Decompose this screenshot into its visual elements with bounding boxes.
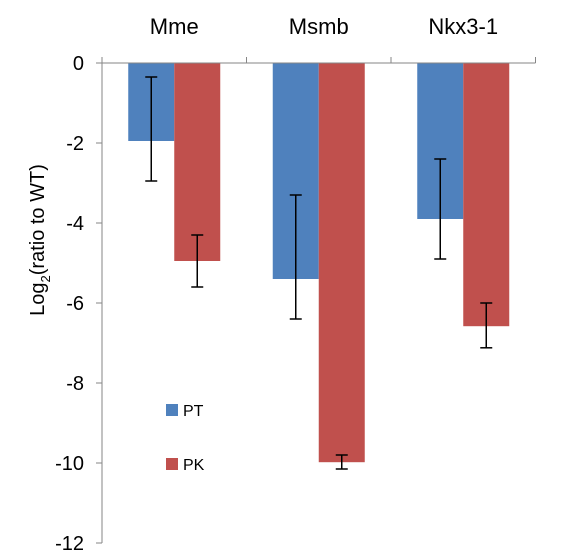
svg-text:Log2(ratio to WT): Log2(ratio to WT) <box>27 164 53 316</box>
y-tick-label: -8 <box>66 373 84 395</box>
legend-label: PT <box>183 403 204 420</box>
y-tick-label: -4 <box>66 213 84 235</box>
y-axis: 0 -2 -4 -6 -8 -10 -12 <box>55 53 103 555</box>
category-label: Nkx3-1 <box>428 14 498 39</box>
y-tick-label: -2 <box>66 133 84 155</box>
category-label: Msmb <box>289 14 349 39</box>
legend-swatch <box>166 458 178 470</box>
legend-label: PK <box>183 457 205 474</box>
legend: PT PK <box>166 403 205 474</box>
bar-pk <box>463 63 510 327</box>
bars-group <box>128 63 510 470</box>
y-axis-title-prefix: Log <box>27 282 49 315</box>
y-tick-label: -10 <box>55 453 84 475</box>
category-label: Mme <box>150 14 199 39</box>
bar-pk <box>318 63 365 463</box>
legend-swatch <box>166 404 178 416</box>
y-tick-label: 0 <box>73 53 84 75</box>
x-axis: Mme Msmb Nkx3-1 <box>101 14 536 64</box>
bar-pk <box>174 63 221 261</box>
y-tick-label: -12 <box>55 533 84 555</box>
y-axis-title-suffix: (ratio to WT) <box>27 164 49 275</box>
y-tick-label: -6 <box>66 293 84 315</box>
y-axis-title-subscript: 2 <box>38 275 53 282</box>
y-axis-title: Log2(ratio to WT) <box>27 164 53 316</box>
